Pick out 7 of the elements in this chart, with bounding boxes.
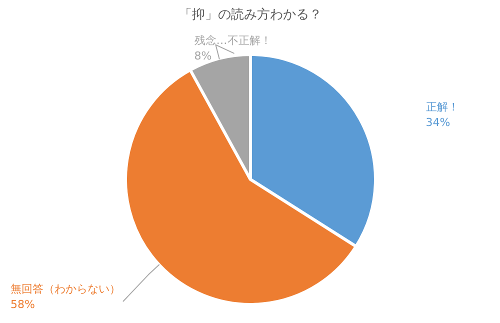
data-label: 58% [10,298,35,311]
data-label: 8% [194,50,212,63]
slice-label: 正解！ [426,100,459,114]
slice-label: 残念…不正解！ [194,34,272,48]
chart-title: 「抑」の読み方わかる？ [179,6,322,22]
data-label: 34% [426,116,450,130]
slice-label: 無回答（わからない） [10,282,120,296]
